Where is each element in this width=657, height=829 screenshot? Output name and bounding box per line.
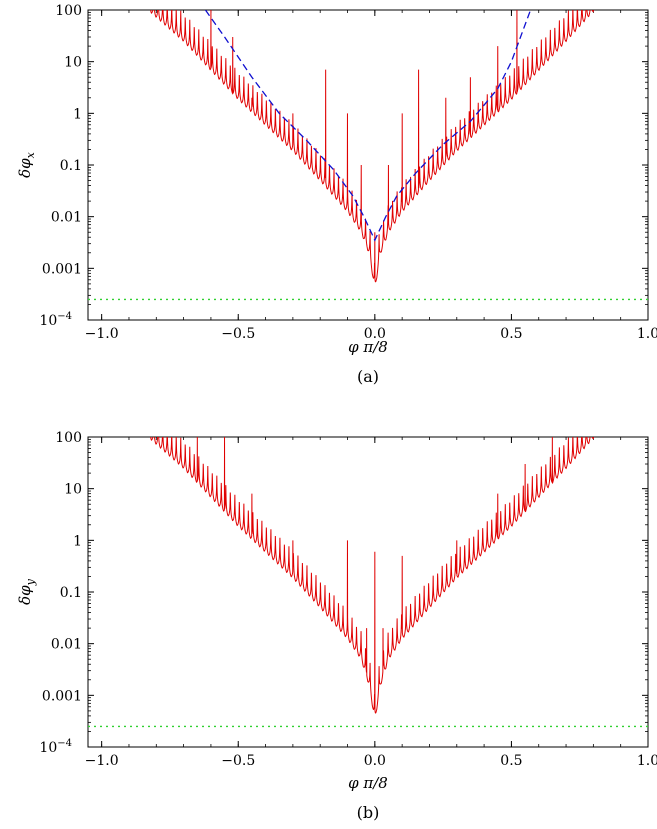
y-axis-label: δφx [16,151,37,178]
y-tick-label: 10 [64,482,82,498]
x-tick-label: 0.5 [500,326,522,342]
y-tick-label: 0.001 [42,261,82,277]
series-line-solid [150,10,595,283]
x-tick-label: −0.5 [221,326,255,342]
x-axis: −1.0 −0.5 0.0 0.5 1.0 [85,10,657,342]
y-tick-label: 1 [73,533,82,549]
x-axis: −1.0 −0.5 0.0 0.5 1.0 [85,437,657,769]
x-tick-label: −1.0 [85,326,119,342]
y-axis: 10−4 0.001 0.01 0.1 1 10 100 [39,3,648,329]
y-tick-label: 0.1 [60,158,82,174]
y-axis: 10−4 0.001 0.01 0.1 1 10 100 [39,430,648,756]
y-tick-label: 0.01 [51,210,82,226]
y-tick-label: 100 [55,3,82,19]
series-line-solid [150,437,595,714]
x-tick-label: 0.5 [500,753,522,769]
y-axis-label: δφy [16,578,37,605]
plot-frame [87,9,649,321]
chart-panel-a: −1.0 −0.5 0.0 0.5 1.0 10−4 0.001 0.01 0.1 1 10 100… [16,3,657,386]
series-group [88,10,648,301]
y-tick-label: 10−4 [39,738,72,756]
x-tick-label: −0.5 [221,753,255,769]
x-axis-label: φ π/8 [348,338,388,356]
series-line-dashed [204,10,532,242]
y-tick-label: 100 [55,430,82,446]
x-tick-label: 1.0 [637,753,657,769]
y-tick-label: 0.01 [51,637,82,653]
x-tick-label: −1.0 [85,753,119,769]
y-tick-label: 0.1 [60,585,82,601]
panel-label: (a) [357,367,379,386]
chart-panel-b: −1.0 −0.5 0.0 0.5 1.0 10−4 0.001 0.01 0.1 1 10 100… [16,430,657,822]
series-group [88,437,648,728]
x-axis-label: φ π/8 [348,774,388,792]
x-tick-label: 0.0 [364,753,386,769]
x-tick-label: 1.0 [637,326,657,342]
y-tick-label: 0.001 [42,688,82,704]
plot-frame [87,436,649,748]
panel-label: (b) [357,803,380,822]
y-tick-label: 10−4 [39,311,72,329]
x-tick-label: 0.0 [364,326,386,342]
y-tick-label: 10 [64,55,82,71]
y-tick-label: 1 [73,106,82,122]
